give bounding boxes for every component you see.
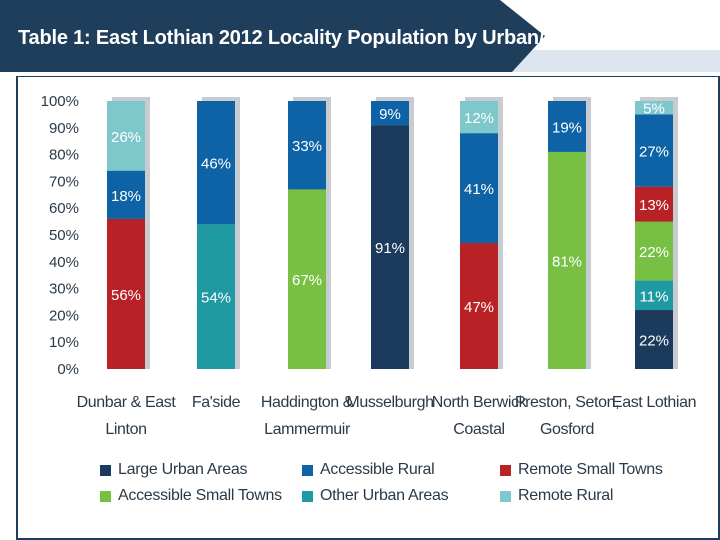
bar-segment (635, 221, 673, 281)
x-tick-label: Haddington & (261, 394, 354, 411)
stacked-bar-chart: 0% 10% 20% 30% 40% 50% 60% 70% 80% 90% 100% 56% 18% 2… (16, 76, 720, 540)
bar-segment (460, 101, 498, 134)
y-tick-label: 30% (49, 281, 79, 298)
y-tick-label: 10% (49, 334, 79, 351)
bar-segment (288, 101, 326, 190)
bar-segment (107, 218, 145, 369)
x-tick-label: Dunbar & East (77, 394, 177, 411)
bar-segment (460, 243, 498, 369)
data-label: 12% (464, 110, 494, 127)
legend-swatch (302, 464, 313, 476)
x-tick-label: North Berwick (432, 394, 528, 411)
page-title: Table 1: East Lothian 2012 Locality Popu… (18, 27, 595, 49)
chart-frame: 0% 10% 20% 30% 40% 50% 60% 70% 80% 90% 100% 56% 18% 2… (16, 76, 720, 540)
bar-segment (635, 280, 673, 311)
data-label: 11% (640, 288, 669, 305)
chart-border (16, 76, 720, 540)
legend-item: Large Urban Areas (100, 458, 248, 482)
legend-swatch (100, 490, 111, 502)
bar-segment (371, 101, 409, 126)
y-tick-label: 40% (49, 254, 79, 271)
bar-segment (548, 151, 586, 369)
legend-item: Other Urban Areas (302, 484, 449, 508)
x-tick-label: Gosford (540, 421, 594, 438)
data-label: 22% (639, 244, 669, 261)
banner-accent (500, 50, 720, 72)
bar-segment (548, 101, 586, 152)
data-label: 54% (201, 290, 231, 307)
bar-segment (635, 186, 673, 222)
data-label: 56% (111, 287, 141, 304)
x-tick-label: Linton (105, 421, 146, 438)
bar-segment (635, 101, 673, 115)
legend-swatch (500, 490, 511, 502)
banner-background (0, 0, 545, 72)
legend-item: Accessible Small Towns (100, 484, 282, 508)
bar-segment (371, 125, 409, 369)
data-label: 41% (464, 181, 494, 198)
y-tick-label: 100% (41, 93, 79, 110)
data-label: 81% (552, 253, 582, 270)
bar-segment (107, 170, 145, 219)
data-label: 18% (111, 188, 141, 205)
legend-label: Large Urban Areas (118, 461, 248, 478)
legend-label: Other Urban Areas (320, 487, 449, 504)
legend-item: Accessible Rural (302, 458, 435, 482)
data-label: 47% (464, 299, 494, 316)
legend-item: Remote Rural (500, 484, 613, 508)
bar-segment (460, 133, 498, 244)
x-tick-label: Lammermuir (264, 421, 351, 438)
bar-segment (288, 189, 326, 369)
y-tick-label: 0% (57, 361, 79, 378)
data-label: 27% (639, 144, 669, 161)
legend-label: Accessible Small Towns (118, 487, 282, 504)
title-banner: Table 1: East Lothian 2012 Locality Popu… (0, 0, 720, 80)
y-tick-label: 60% (49, 200, 79, 217)
legend-label: Remote Rural (518, 487, 614, 504)
legend-swatch (100, 464, 111, 476)
y-tick-label: 90% (49, 120, 79, 137)
bar-segment (197, 224, 235, 369)
y-tick-label: 50% (49, 227, 79, 244)
legend-item: Remote Small Towns (500, 458, 663, 482)
chart-legend: Large Urban Areas Accessible Rural Remote … (100, 461, 700, 524)
bar-segment (197, 101, 235, 225)
data-label: 19% (552, 119, 582, 136)
x-tick-label: Fa'side (192, 394, 241, 411)
bar-segment (635, 310, 673, 369)
legend-label: Remote Small Towns (518, 461, 663, 478)
data-label: 33% (292, 138, 322, 155)
data-label: 9% (379, 106, 401, 123)
y-tick-label: 20% (49, 307, 79, 324)
y-tick-label: 70% (49, 173, 79, 190)
x-tick-label: Coastal (453, 421, 504, 438)
data-label: 26% (111, 129, 141, 146)
y-tick-label: 80% (49, 147, 79, 164)
banner-shape (0, 0, 720, 72)
data-label: 22% (639, 333, 669, 350)
data-label: 5% (643, 101, 665, 118)
data-label: 67% (292, 272, 322, 289)
x-tick-label: Musselburgh (346, 394, 433, 411)
bar-segment (107, 101, 145, 171)
x-tick-label: Preston, Seton, (515, 394, 619, 411)
data-label: 91% (375, 240, 405, 257)
legend-swatch (500, 464, 511, 476)
legend-swatch (302, 490, 313, 502)
data-label: 46% (201, 156, 231, 173)
legend-label: Accessible Rural (320, 461, 435, 478)
bar-segment (635, 114, 673, 187)
data-label: 13% (639, 197, 669, 214)
x-tick-label: East Lothian (612, 394, 696, 411)
